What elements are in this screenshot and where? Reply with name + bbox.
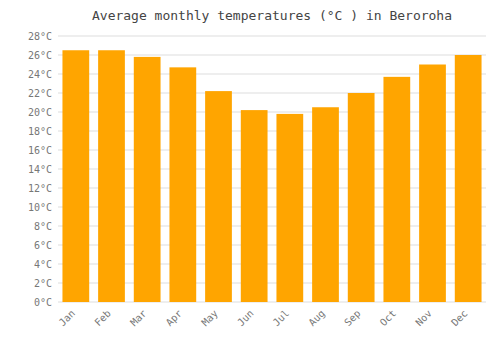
y-tick-label: 22°C xyxy=(28,88,52,99)
x-tick-label: Mar xyxy=(128,308,149,329)
y-tick-label: 28°C xyxy=(28,31,52,42)
bar xyxy=(455,55,482,302)
x-tick-label: Apr xyxy=(164,308,185,329)
bar xyxy=(98,50,125,302)
bar xyxy=(169,67,196,302)
bars xyxy=(62,50,481,302)
y-tick-label: 20°C xyxy=(28,107,52,118)
bar xyxy=(383,77,410,302)
x-tick-label: Jun xyxy=(235,308,256,329)
title: Average monthly temperatures (°C ) in Be… xyxy=(92,8,452,23)
bar xyxy=(205,91,232,302)
x-tick-label: May xyxy=(199,308,220,329)
y-tick-label: 24°C xyxy=(28,69,52,80)
bar xyxy=(62,50,89,302)
y-tick-label: 0°C xyxy=(34,297,52,308)
bar xyxy=(419,65,446,303)
x-tick-label: Jan xyxy=(57,308,78,329)
x-tick-label: Nov xyxy=(413,308,434,329)
y-tick-label: 26°C xyxy=(28,50,52,61)
y-tick-label: 2°C xyxy=(34,278,52,289)
x-tick-label: Aug xyxy=(306,308,327,329)
y-tick-label: 14°C xyxy=(28,164,52,175)
y-tick-label: 8°C xyxy=(34,221,52,232)
y-tick-label: 4°C xyxy=(34,259,52,270)
chart: Average monthly temperatures (°C ) in Be… xyxy=(0,0,500,350)
x-tick-label: Dec xyxy=(449,308,470,329)
bar xyxy=(134,57,161,302)
bar xyxy=(276,114,303,302)
x-tick-label: Oct xyxy=(378,308,399,329)
bar xyxy=(348,93,375,302)
x-tick-label: Sep xyxy=(342,308,363,329)
grid xyxy=(58,36,486,302)
bar xyxy=(241,110,268,302)
bar xyxy=(312,107,339,302)
y-tick-label: 6°C xyxy=(34,240,52,251)
grid-line xyxy=(58,36,486,37)
x-tick-label: Feb xyxy=(92,308,113,329)
y-tick-label: 10°C xyxy=(28,202,52,213)
y-tick-label: 16°C xyxy=(28,145,52,156)
y-tick-label: 12°C xyxy=(28,183,52,194)
x-tick-label: Jul xyxy=(271,308,292,329)
y-tick-label: 18°C xyxy=(28,126,52,137)
